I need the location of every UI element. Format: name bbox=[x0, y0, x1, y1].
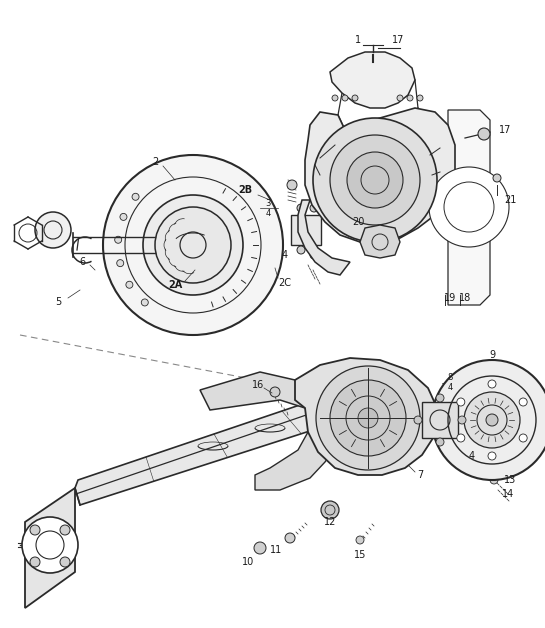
Circle shape bbox=[143, 195, 243, 295]
Text: 9: 9 bbox=[489, 350, 495, 360]
Text: 7: 7 bbox=[417, 470, 423, 480]
Circle shape bbox=[436, 438, 444, 446]
Circle shape bbox=[486, 414, 498, 426]
Polygon shape bbox=[200, 372, 305, 410]
Circle shape bbox=[285, 533, 295, 543]
Text: 19: 19 bbox=[444, 293, 456, 303]
Text: 16: 16 bbox=[252, 380, 264, 390]
Circle shape bbox=[432, 360, 545, 480]
Text: 18: 18 bbox=[459, 293, 471, 303]
Text: 15: 15 bbox=[354, 550, 366, 560]
Circle shape bbox=[464, 392, 520, 448]
Circle shape bbox=[352, 95, 358, 101]
Text: 17: 17 bbox=[499, 125, 511, 135]
Circle shape bbox=[436, 394, 444, 402]
Circle shape bbox=[417, 95, 423, 101]
Circle shape bbox=[22, 517, 78, 573]
Circle shape bbox=[490, 476, 498, 484]
Text: 2B: 2B bbox=[238, 185, 252, 195]
Circle shape bbox=[414, 416, 422, 424]
Circle shape bbox=[310, 251, 318, 259]
Text: 12: 12 bbox=[324, 517, 336, 527]
Text: 5: 5 bbox=[55, 297, 61, 307]
Text: 11: 11 bbox=[270, 545, 282, 555]
Circle shape bbox=[30, 557, 40, 567]
Polygon shape bbox=[255, 432, 335, 490]
Circle shape bbox=[407, 95, 413, 101]
Circle shape bbox=[457, 398, 465, 406]
Circle shape bbox=[141, 299, 148, 306]
Circle shape bbox=[117, 259, 124, 267]
Text: 21: 21 bbox=[504, 195, 516, 205]
Text: 4: 4 bbox=[265, 208, 271, 217]
Polygon shape bbox=[295, 358, 438, 475]
Circle shape bbox=[60, 557, 70, 567]
Text: 20: 20 bbox=[352, 217, 364, 227]
Circle shape bbox=[347, 152, 403, 208]
Text: 1: 1 bbox=[355, 35, 361, 45]
Circle shape bbox=[313, 118, 437, 242]
Circle shape bbox=[310, 204, 318, 212]
Polygon shape bbox=[330, 52, 415, 108]
Circle shape bbox=[457, 434, 465, 442]
Circle shape bbox=[458, 416, 466, 424]
Circle shape bbox=[30, 525, 40, 535]
Polygon shape bbox=[75, 388, 380, 505]
Circle shape bbox=[488, 452, 496, 460]
Text: 10: 10 bbox=[242, 557, 254, 567]
Circle shape bbox=[297, 204, 305, 212]
Text: 2C: 2C bbox=[278, 278, 292, 288]
Circle shape bbox=[287, 180, 297, 190]
Text: 2: 2 bbox=[152, 157, 158, 167]
Polygon shape bbox=[298, 200, 350, 275]
Circle shape bbox=[316, 366, 420, 470]
Circle shape bbox=[356, 536, 364, 544]
Text: 4: 4 bbox=[447, 384, 453, 392]
Text: 4: 4 bbox=[469, 451, 475, 461]
Circle shape bbox=[330, 135, 420, 225]
Circle shape bbox=[103, 155, 283, 335]
Polygon shape bbox=[360, 225, 400, 258]
Text: 8: 8 bbox=[447, 374, 453, 382]
Circle shape bbox=[254, 542, 266, 554]
Circle shape bbox=[330, 380, 406, 456]
Polygon shape bbox=[25, 488, 75, 608]
Text: 2A: 2A bbox=[168, 280, 182, 290]
Circle shape bbox=[478, 128, 490, 140]
Circle shape bbox=[488, 380, 496, 388]
Circle shape bbox=[155, 207, 231, 283]
Circle shape bbox=[429, 167, 509, 247]
Text: 13: 13 bbox=[504, 475, 516, 485]
Circle shape bbox=[342, 95, 348, 101]
Polygon shape bbox=[422, 402, 458, 438]
Circle shape bbox=[270, 387, 280, 397]
Circle shape bbox=[35, 212, 71, 248]
Circle shape bbox=[332, 95, 338, 101]
Polygon shape bbox=[448, 110, 490, 305]
Circle shape bbox=[132, 193, 139, 200]
Circle shape bbox=[120, 214, 127, 220]
Polygon shape bbox=[305, 108, 455, 242]
Text: 14: 14 bbox=[502, 489, 514, 499]
Circle shape bbox=[114, 236, 122, 243]
Text: 17: 17 bbox=[392, 35, 404, 45]
Circle shape bbox=[297, 246, 305, 254]
Circle shape bbox=[358, 408, 378, 428]
Circle shape bbox=[519, 398, 527, 406]
Text: 4: 4 bbox=[282, 250, 288, 260]
Text: 3: 3 bbox=[265, 198, 271, 207]
Circle shape bbox=[397, 95, 403, 101]
Circle shape bbox=[493, 174, 501, 182]
Circle shape bbox=[321, 501, 339, 519]
Circle shape bbox=[519, 434, 527, 442]
Polygon shape bbox=[291, 215, 321, 245]
Circle shape bbox=[126, 281, 133, 288]
Circle shape bbox=[60, 525, 70, 535]
Text: 6: 6 bbox=[79, 257, 85, 267]
